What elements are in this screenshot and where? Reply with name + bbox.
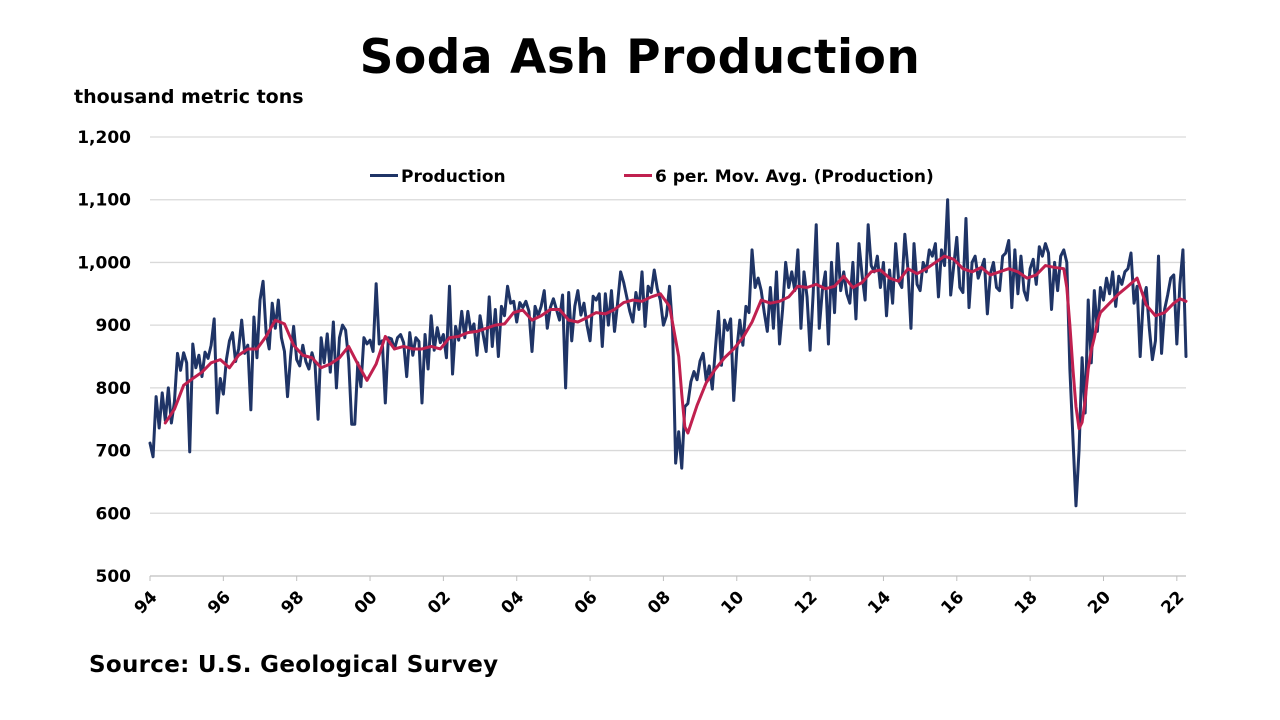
x-tick-label: 16 [937,587,968,618]
x-tick-label: 22 [1157,587,1188,618]
y-axis-ticks: 500 600 700 800 900 1,000 1,100 1,200 [77,128,131,587]
legend-label-moving-average: 6 per. Mov. Avg. (Production) [655,167,934,187]
y-axis-unit-label: thousand metric tons [74,86,304,108]
production-line [148,198,1188,508]
x-tick-label: 10 [717,587,748,618]
legend: Production 6 per. Mov. Avg. (Production) [370,167,934,187]
y-tick-label: 1,000 [77,253,131,273]
series-lines [148,198,1188,508]
legend-label-production: Production [401,167,506,187]
x-tick-label: 96 [204,587,235,618]
x-tick-label: 98 [277,587,308,618]
y-tick-label: 600 [96,504,132,524]
x-tick-label: 08 [644,587,675,618]
y-tick-label: 900 [96,316,132,336]
y-tick-label: 800 [96,379,132,399]
y-tick-label: 1,200 [77,128,131,148]
y-tick-label: 700 [96,442,132,462]
x-tick-label: 94 [131,587,162,618]
chart-title: Soda Ash Production [359,30,921,85]
source-note: Source: U.S. Geological Survey [89,652,499,678]
x-tick-label: 06 [571,587,602,618]
x-axis-ticks: 94 96 98 00 02 04 06 08 10 12 14 16 18 20 22 [131,576,1188,618]
y-tick-label: 1,100 [77,191,131,211]
x-tick-label: 00 [351,587,382,618]
moving-average-line [163,254,1188,435]
x-tick-label: 18 [1011,587,1042,618]
x-tick-label: 12 [791,587,822,618]
x-tick-label: 20 [1084,587,1115,618]
y-tick-label: 500 [96,567,132,587]
x-tick-label: 14 [864,587,895,618]
grid-lines [150,136,1186,577]
x-tick-label: 04 [497,587,528,618]
x-tick-label: 02 [424,587,455,618]
